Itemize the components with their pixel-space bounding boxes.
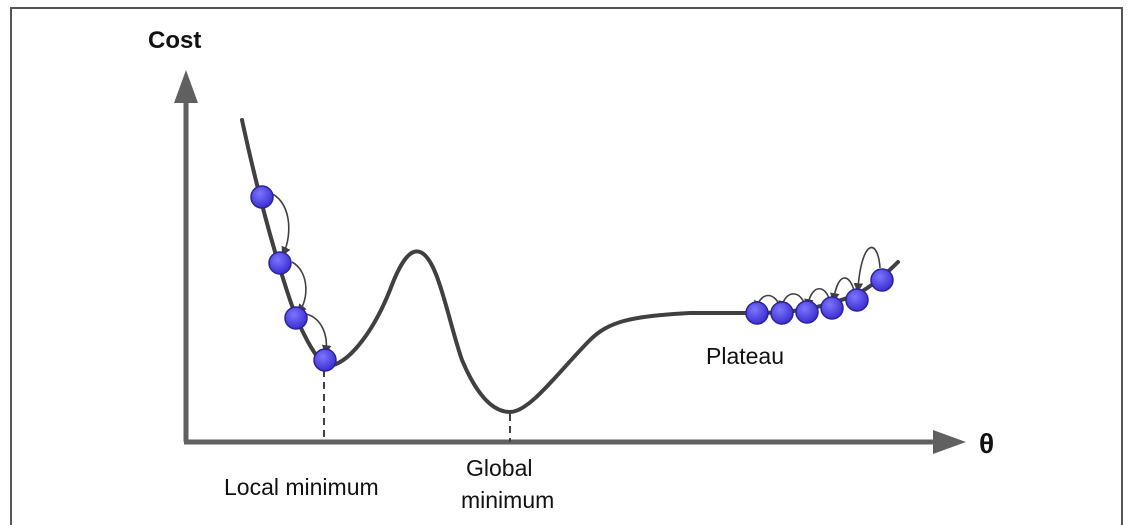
local-minimum-label: Local minimum	[224, 474, 379, 500]
descent-step-arrow	[291, 261, 307, 314]
figure-frame	[10, 7, 1123, 525]
plateau-step-arrow	[853, 246, 881, 293]
plateau-ball	[845, 288, 869, 312]
plateau-balls	[745, 268, 894, 325]
y-axis-label: Cost	[148, 27, 201, 54]
cost-curve	[240, 118, 900, 415]
x-axis	[184, 430, 966, 454]
descent-ball	[250, 185, 274, 209]
plateau-ball	[870, 268, 894, 292]
plateau-ball	[745, 301, 769, 325]
y-axis	[174, 70, 198, 442]
plateau-ball	[820, 296, 844, 320]
descent-ball	[313, 348, 337, 372]
descent-step-arrow	[267, 191, 291, 257]
global-minimum-label-line1: Global	[466, 455, 532, 481]
plateau-ball	[795, 300, 819, 324]
x-axis-arrowhead	[933, 430, 966, 454]
descent-balls	[250, 185, 337, 372]
plateau-label: Plateau	[706, 343, 784, 369]
descent-steps	[267, 191, 332, 355]
descent-ball	[268, 251, 292, 275]
global-minimum-label-line2: minimum	[461, 487, 554, 513]
plateau-ball	[770, 301, 794, 325]
y-axis-arrowhead	[174, 70, 198, 103]
x-axis-label: θ	[979, 428, 994, 459]
descent-step-arrow	[305, 313, 332, 355]
descent-ball	[284, 306, 308, 330]
